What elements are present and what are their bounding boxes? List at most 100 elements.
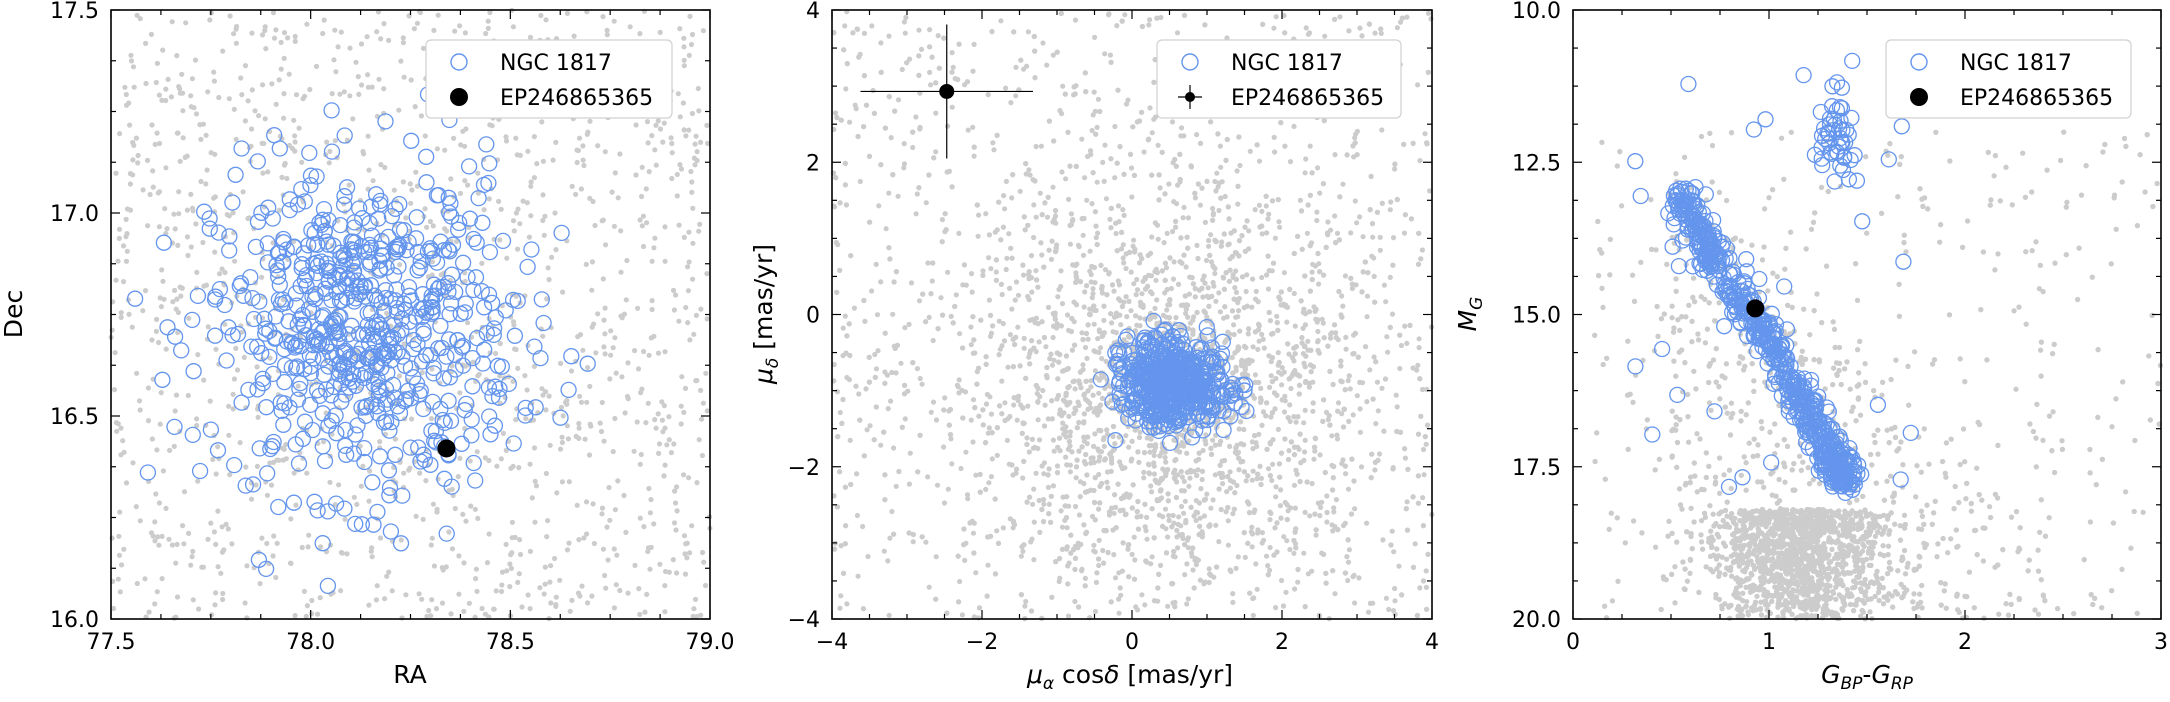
proper-motion-field-point bbox=[1009, 195, 1015, 201]
sky-field-point bbox=[145, 385, 151, 391]
sky-field-point bbox=[191, 105, 197, 111]
proper-motion-field-point bbox=[1265, 466, 1272, 472]
sky-field-point bbox=[212, 194, 218, 200]
proper-motion-field-point bbox=[1025, 403, 1031, 409]
sky-field-point bbox=[705, 140, 711, 146]
sky-field-point bbox=[576, 435, 582, 441]
sky-field-point bbox=[130, 64, 137, 70]
proper-motion-field-point bbox=[976, 413, 982, 419]
sky-field-point bbox=[315, 611, 321, 617]
sky-field-point bbox=[498, 206, 504, 212]
proper-motion-field-point bbox=[928, 409, 934, 415]
sky-field-point bbox=[249, 87, 255, 93]
proper-motion-field-point bbox=[928, 291, 934, 297]
proper-motion-field-point bbox=[1286, 448, 1292, 454]
proper-motion-field-point bbox=[1052, 208, 1059, 214]
sky-field-point bbox=[564, 547, 571, 553]
proper-motion-field-point bbox=[1167, 255, 1173, 261]
proper-motion-field-point bbox=[1268, 510, 1274, 516]
proper-motion-field-point bbox=[1157, 185, 1163, 191]
proper-motion-field-point bbox=[886, 612, 892, 618]
proper-motion-field-point bbox=[1102, 142, 1108, 148]
sky-field-point bbox=[456, 591, 462, 597]
sky-field-point bbox=[543, 17, 549, 23]
sky-field-point bbox=[584, 531, 590, 537]
proper-motion-field-point bbox=[1046, 118, 1052, 124]
sky-field-point bbox=[353, 59, 359, 65]
proper-motion-field-point bbox=[1246, 228, 1252, 234]
proper-motion-field-point bbox=[1120, 242, 1126, 248]
sky-field-point bbox=[171, 615, 177, 621]
sky-field-point bbox=[662, 583, 668, 589]
proper-motion-field-point bbox=[1264, 400, 1270, 406]
sky-field-point bbox=[209, 612, 215, 618]
proper-motion-field-point bbox=[1402, 455, 1408, 461]
sky-field-point bbox=[681, 35, 687, 41]
sky-cluster-point bbox=[372, 240, 389, 257]
proper-motion-field-point bbox=[1230, 511, 1236, 517]
sky-field-point bbox=[189, 554, 195, 560]
sky-cluster-point bbox=[523, 241, 540, 258]
proper-motion-field-point bbox=[1291, 290, 1297, 297]
sky-cluster-point bbox=[276, 373, 293, 391]
proper-motion-field-point bbox=[1112, 575, 1119, 581]
sky-field-point bbox=[123, 234, 129, 240]
proper-motion-field-point bbox=[1213, 522, 1219, 528]
sky-field-point bbox=[457, 455, 463, 461]
sky-field-point bbox=[126, 100, 132, 106]
proper-motion-field-point bbox=[1352, 600, 1358, 606]
sky-field-point bbox=[637, 461, 643, 467]
proper-motion-field-point bbox=[1107, 216, 1113, 222]
proper-motion-field-point bbox=[1023, 598, 1029, 605]
proper-motion-field-point bbox=[1175, 545, 1181, 551]
sky-field-point bbox=[127, 171, 133, 177]
sky-cluster-point bbox=[276, 356, 294, 374]
proper-motion-field-point bbox=[986, 425, 992, 431]
sky-cluster-point bbox=[201, 220, 218, 237]
sky-cluster-point bbox=[275, 416, 292, 433]
proper-motion-field-point bbox=[1392, 161, 1398, 167]
sky-field-point bbox=[638, 451, 644, 458]
sky-field-point bbox=[681, 234, 687, 240]
proper-motion-field-point bbox=[914, 366, 921, 372]
sky-field-point bbox=[113, 277, 119, 283]
sky-field-point bbox=[595, 143, 601, 149]
sky-field-point bbox=[591, 321, 597, 327]
proper-motion-field-point bbox=[1149, 489, 1155, 495]
sky-field-point bbox=[398, 58, 404, 64]
proper-motion-field-point bbox=[1291, 250, 1297, 257]
sky-field-point bbox=[542, 213, 548, 219]
proper-motion-field-point bbox=[1284, 319, 1290, 325]
proper-motion-field-point bbox=[1007, 413, 1013, 420]
sky-cluster-point bbox=[288, 358, 306, 375]
sky-field-point bbox=[601, 317, 607, 323]
proper-motion-field-point bbox=[1120, 207, 1126, 213]
sky-field-point bbox=[306, 532, 312, 538]
sky-field-point bbox=[583, 261, 589, 267]
proper-motion-field-point bbox=[1277, 503, 1283, 509]
sky-field-point bbox=[550, 157, 556, 163]
sky-field-point bbox=[189, 76, 195, 82]
proper-motion-field-point bbox=[1335, 408, 1341, 414]
proper-motion-field-point bbox=[1264, 446, 1270, 452]
sky-field-point bbox=[482, 455, 488, 461]
proper-motion-field-point bbox=[1104, 427, 1110, 433]
proper-motion-field-point bbox=[1339, 379, 1345, 385]
sky-field-point bbox=[172, 287, 178, 293]
proper-motion-field-point bbox=[1065, 613, 1072, 619]
sky-field-point bbox=[291, 117, 297, 123]
sky-field-point bbox=[681, 44, 687, 50]
proper-motion-field-point bbox=[925, 260, 931, 266]
sky-field-point bbox=[259, 32, 266, 38]
proper-motion-field-point bbox=[1358, 464, 1365, 470]
sky-field-point bbox=[527, 34, 534, 41]
sky-field-point bbox=[158, 390, 164, 396]
sky-field-point bbox=[670, 557, 676, 563]
sky-field-point bbox=[610, 345, 616, 351]
sky-field-point bbox=[587, 383, 593, 389]
sky-field-point bbox=[234, 23, 240, 30]
proper-motion-field-point bbox=[1020, 548, 1026, 554]
sky-field-point bbox=[195, 352, 201, 358]
proper-motion-field-point bbox=[1165, 603, 1171, 609]
sky-field-point bbox=[204, 167, 210, 173]
